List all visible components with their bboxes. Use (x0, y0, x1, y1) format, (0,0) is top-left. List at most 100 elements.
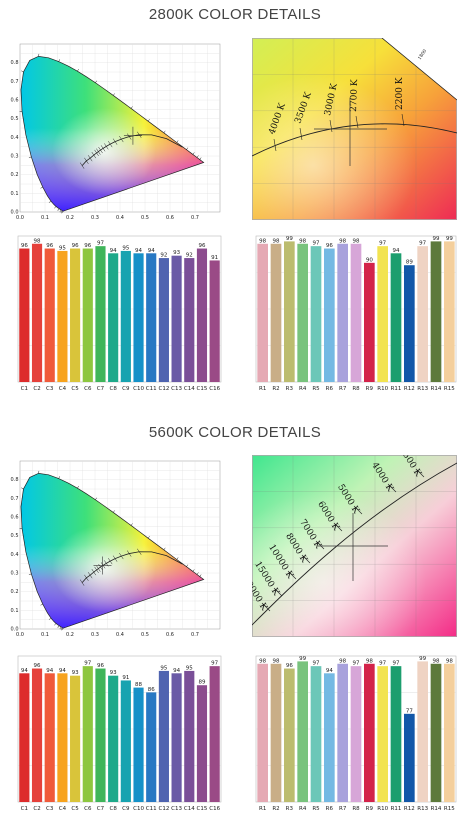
cri-r-2800k-value-label-r6: 96 (326, 243, 333, 249)
cie-5600k-x-tick-label: 0.4 (116, 632, 124, 638)
cie-5600k-x-tick-label: 0.5 (141, 632, 149, 638)
cri-c-5600k-value-label-c3: 94 (46, 668, 53, 674)
cri-c-5600k-category-label-c3: C3 (46, 806, 54, 812)
cie-2800k-locus-tick (54, 206, 57, 209)
cri-c-5600k-category-label-c10: C10 (133, 806, 144, 812)
cie-5600k-locus-tick (77, 485, 79, 489)
cri-r-2800k-bar-r7 (337, 243, 348, 382)
zoom-2800k-isotherm (401, 113, 405, 127)
cie-5600k-locus-tick (176, 557, 179, 560)
cri-c-2800k-category-label-c3: C3 (46, 386, 54, 392)
cri-c-2800k-value-label-c6: 96 (84, 243, 91, 249)
cri-c-2800k-bar-c10 (133, 253, 144, 382)
cie-5600k-locus-tick (58, 476, 60, 479)
cri-r-5600k-value-label-r13: 99 (419, 656, 426, 662)
cri-c-5600k-value-label-c6: 97 (84, 661, 91, 667)
cie-2800k-locus-tick (196, 155, 199, 158)
cri-r-2800k-bar-r9 (364, 262, 375, 382)
cri-r-2800k-bar-r5 (310, 246, 322, 382)
cri-c-5600k-bar-c6 (82, 666, 93, 802)
cri-c-5600k-bar-c16 (209, 666, 220, 802)
cie-2800k-isotherm-tick (79, 162, 85, 169)
cri-c-2800k-category-label-c6: C6 (84, 386, 92, 392)
cie-2800k-locus-tick (95, 80, 98, 83)
cri-c-2800k-category-label-c10: C10 (133, 386, 144, 392)
cri-r-2800k-value-label-r4: 98 (299, 238, 306, 244)
cri-r-2800k-bar-r8 (350, 243, 362, 382)
cri-r-2800k-category-label-r14: R14 (431, 386, 442, 392)
cie-5600k-x-tick-label: 0.7 (191, 632, 199, 638)
cri-c-2800k-value-label-c12: 92 (160, 253, 167, 259)
cie-5600k-x-tick-label: 0.6 (166, 632, 174, 638)
cri-r-5600k-category-label-r5: R5 (312, 806, 320, 812)
cie-5600k-isotherm-tick (87, 572, 93, 579)
cri-c-5600k-value-label-c9: 91 (122, 675, 129, 681)
cri-r-5600k-value-label-r6: 94 (326, 668, 333, 674)
cie-2800k-x-tick-label: 0.1 (41, 215, 49, 221)
cri-r-2800k-category-label-r6: R6 (326, 386, 334, 392)
cri-r-5600k-value-label-r15: 98 (446, 658, 453, 664)
cri-c-2800k-category-label-c8: C8 (109, 386, 117, 392)
cri-c-5600k-bar-c15 (196, 685, 208, 802)
cri-r-2800k-bar-r15 (444, 241, 455, 382)
cri-c-2800k-value-label-c15: 96 (198, 243, 205, 249)
cri-c-2800k-bar-c16 (209, 260, 220, 382)
cri-c-5600k-bar-c11 (146, 692, 157, 802)
cie-2800k-y-tick-label: 0.1 (11, 191, 19, 197)
cri-c-2800k-bar-c14 (184, 258, 195, 382)
cie-5600k-y-tick-label: 0.0 (11, 627, 19, 633)
cri-c-2800k-bar-c7 (95, 246, 106, 382)
cri-c-2800k-value-label-c4: 95 (59, 245, 66, 251)
cri-c-5600k-bar-c4 (57, 673, 68, 802)
cie-2800k-locus-tick (61, 210, 64, 214)
cri-c-2800k-category-label-c16: C16 (209, 386, 220, 392)
cri-c-2800k-value-label-c1: 96 (21, 243, 28, 249)
cri-r-5600k-category-label-r7: R7 (339, 806, 347, 812)
cri-r-5600k-category-label-r1: R1 (259, 806, 266, 812)
cri-c-2800k-bar-c9 (120, 250, 131, 382)
cri-r-2800k-category-label-r1: R1 (259, 386, 266, 392)
cie-5600k-isotherm-tick (127, 550, 132, 557)
cie-5600k-locus-tick (95, 497, 98, 500)
cie-5600k-locus-tick (57, 625, 60, 628)
cri-c-2800k-bar-c6 (82, 248, 93, 382)
cri-r-5600k-category-label-r8: R8 (352, 806, 360, 812)
cri-c-5600k-value-label-c8: 93 (110, 670, 117, 676)
cri-c-5600k-value-label-c14: 95 (186, 665, 193, 671)
cie-2800k-x-tick-label: 0.2 (66, 215, 74, 221)
cri-c-5600k-category-label-c8: C8 (109, 806, 117, 812)
cri-r-2800k-bar-r6 (324, 248, 335, 382)
cri-c-5600k-category-label-c12: C12 (158, 806, 169, 812)
zoom-5600k-isotherm (353, 505, 363, 515)
cie-2800k-x-tick-label: 0.3 (91, 215, 99, 221)
cie-2800k-locus-tick (28, 156, 32, 158)
cri-r-5600k-value-label-r11: 97 (393, 661, 400, 667)
cri-r-5600k-value-label-r4: 99 (299, 656, 306, 662)
cri-r-2800k-value-label-r12: 89 (406, 260, 413, 266)
cie-5600k-isotherm-tick (96, 565, 101, 572)
cri-r-5600k-bar-r8 (350, 666, 362, 802)
cie-5600k-isotherm-tick (94, 566, 99, 574)
cie-5600k-locus-tick (130, 523, 133, 526)
cri-r-2800k-value-label-r5: 97 (313, 241, 320, 247)
cie-5600k-locus-tick (40, 604, 43, 606)
zoom-5600k-frame (252, 455, 457, 637)
cri-c-2800k-category-label-c14: C14 (184, 386, 195, 392)
cie-5600k-isotherm-tick (79, 579, 85, 586)
cri-r-5600k-bar-r4 (297, 661, 308, 802)
cie-5600k-locus-tick (147, 536, 150, 539)
cri-c-2800k-category-label-c7: C7 (97, 386, 105, 392)
cie-2800k-locus-tick (113, 93, 115, 96)
cri-c-2800k-category-label-c4: C4 (59, 386, 67, 392)
cie-2800k-x-tick-label: 0.4 (116, 215, 124, 221)
cri-r-2800k-bar-r14 (430, 241, 442, 382)
cie-2800k-y-tick-label: 0.0 (11, 210, 19, 216)
cri-c-bar-chart-2800k: 96 C1 98 C2 96 C3 95 C4 96 C5 96 C6 97 C7 94 C8 95 C9 94 C1… (17, 235, 222, 392)
cri-r-5600k-value-label-r2: 98 (273, 658, 280, 664)
cri-c-2800k-value-label-c8: 94 (110, 248, 117, 254)
cie-chromaticity-diagram-5600k: 0.0 0.1 0.2 0.3 0.4 0.5 0.6 0.7 0.0 0.1 0.2 0.3 0.4 0… (11, 460, 221, 638)
cri-r-2800k-category-label-r11: R11 (391, 386, 402, 392)
cri-c-2800k-bar-c12 (158, 258, 169, 382)
